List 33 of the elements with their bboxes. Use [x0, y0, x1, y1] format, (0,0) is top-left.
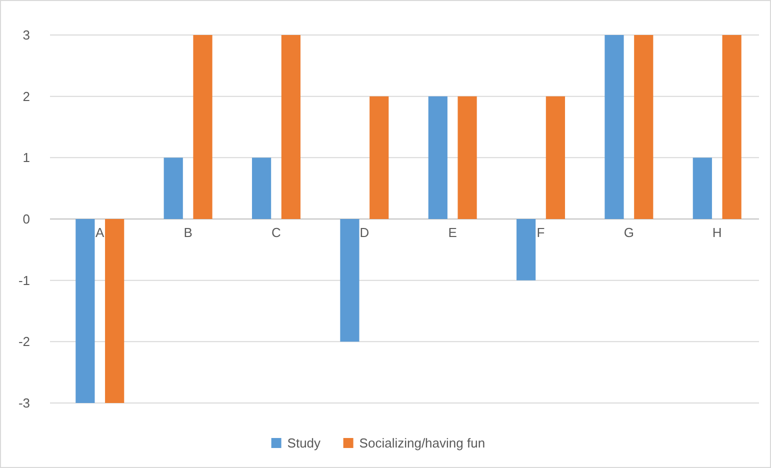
- y-tick-label: 0: [22, 212, 30, 227]
- bar: [340, 219, 360, 342]
- bar: [428, 96, 448, 219]
- legend-label: Study: [287, 436, 322, 451]
- bar: [458, 96, 477, 219]
- bar: [76, 219, 95, 403]
- x-tick-label: D: [360, 225, 370, 240]
- bar: [634, 35, 654, 219]
- y-tick-label: -1: [18, 272, 30, 288]
- x-tick-label: B: [184, 225, 192, 240]
- x-tick-label: H: [712, 225, 722, 240]
- bar: [516, 219, 536, 280]
- x-tick-label: A: [96, 225, 105, 240]
- bar: [193, 35, 212, 219]
- bar: [281, 35, 300, 219]
- y-tick-label: 2: [22, 88, 30, 104]
- y-tick-label: 3: [22, 28, 30, 43]
- x-tick-label: G: [624, 225, 634, 240]
- bar: [105, 219, 124, 403]
- bar: [164, 158, 183, 219]
- bar: [722, 35, 742, 219]
- bar: [692, 158, 712, 219]
- bar: [370, 96, 389, 219]
- bar: [252, 158, 272, 219]
- x-tick-label: F: [536, 225, 545, 240]
- legend-label: Socializing/having fun: [359, 436, 486, 451]
- x-tick-label: E: [448, 225, 458, 240]
- bar: [546, 96, 566, 219]
- y-tick-label: -3: [18, 396, 30, 411]
- y-tick-label: 1: [22, 150, 30, 166]
- y-tick-label: -2: [18, 334, 30, 350]
- x-tick-label: C: [272, 225, 281, 240]
- bar: [604, 35, 624, 219]
